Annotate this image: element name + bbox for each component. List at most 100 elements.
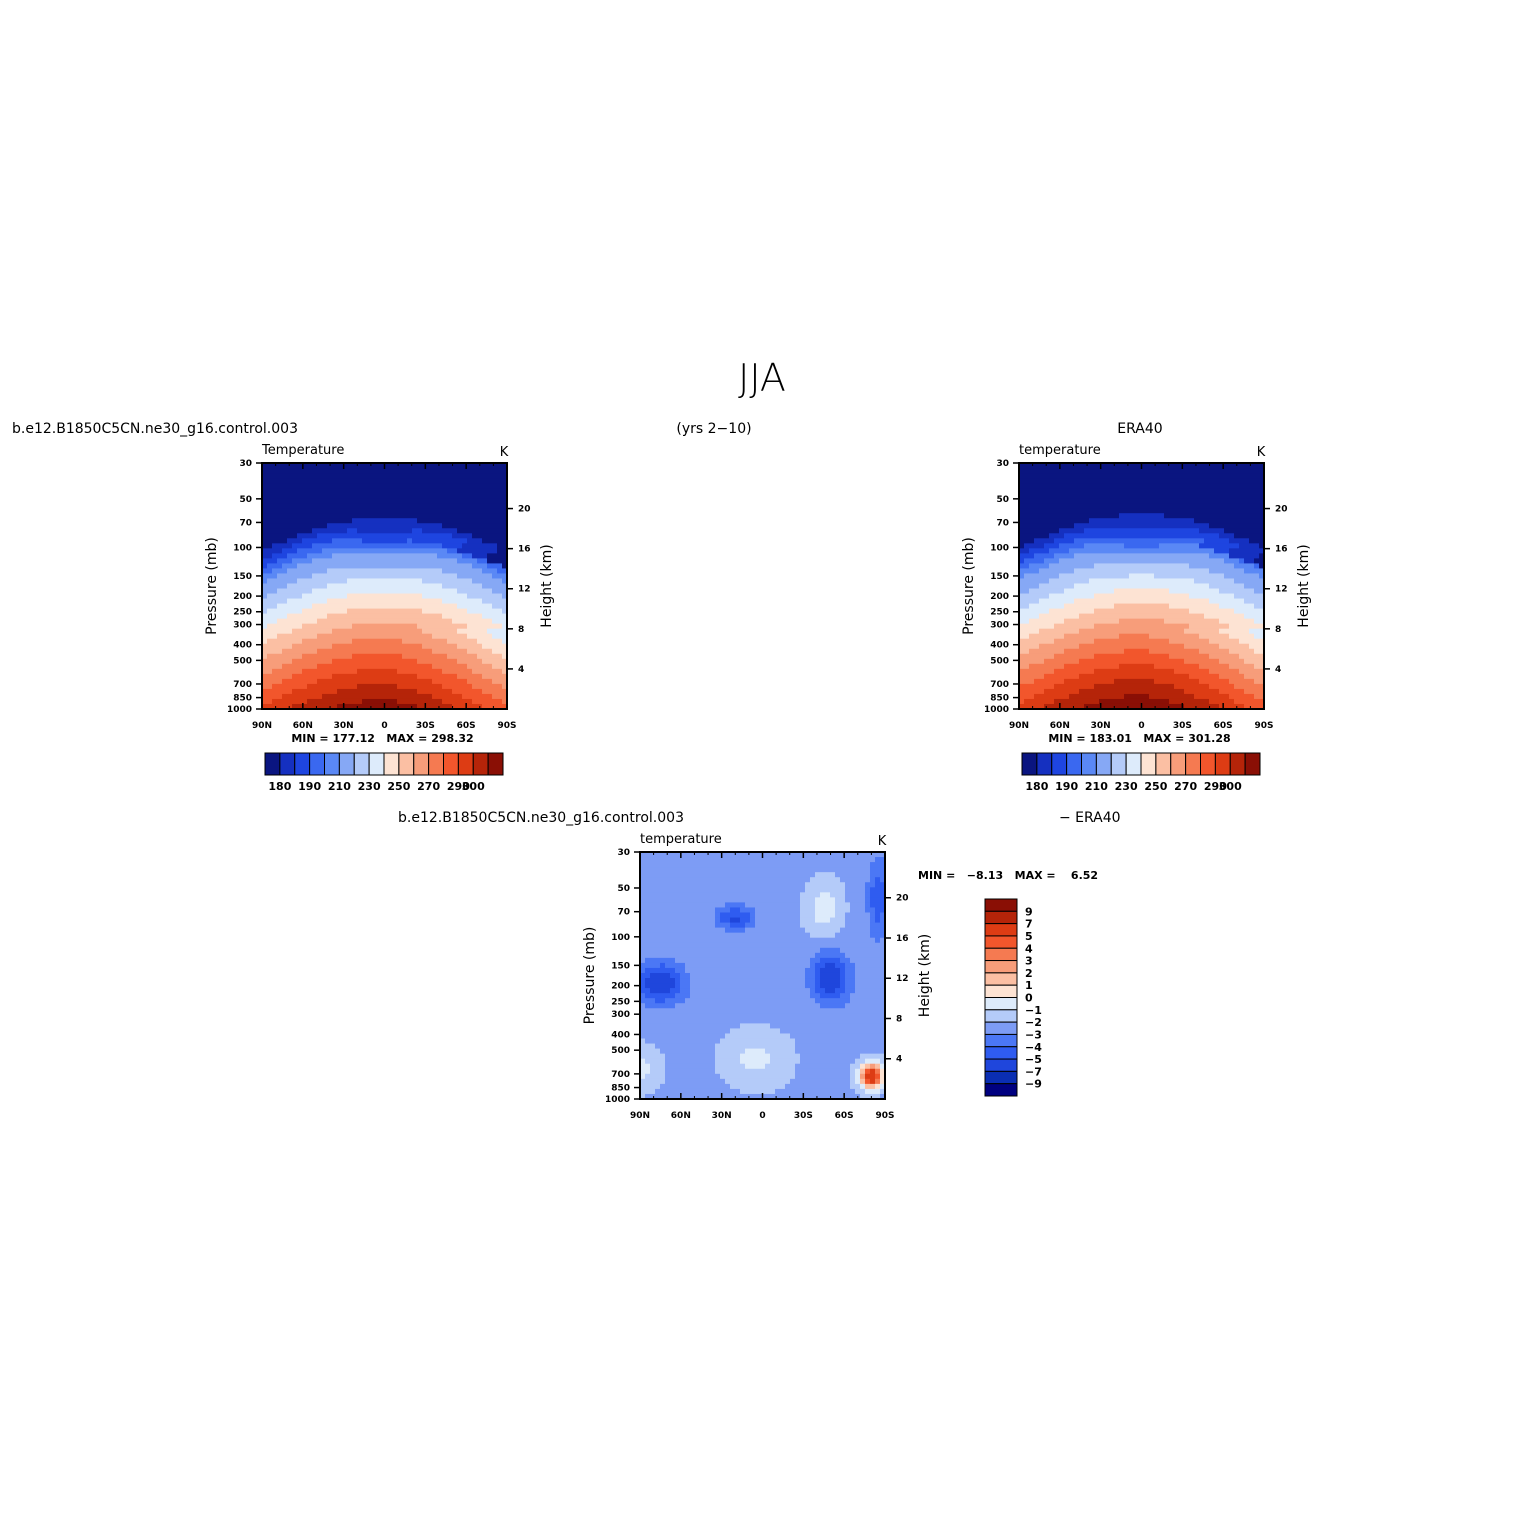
contour-cell [297, 648, 303, 655]
contour-cell [1114, 623, 1120, 630]
contour-cell [1129, 623, 1135, 630]
contour-cell [312, 533, 318, 539]
contour-cell [1124, 673, 1130, 680]
contour-cell [1114, 483, 1120, 489]
contour-cell [317, 513, 323, 519]
contour-cell [492, 463, 498, 469]
contour-cell [377, 543, 383, 549]
contour-cell [342, 638, 348, 645]
contour-cell [402, 498, 408, 504]
contour-cell [1244, 508, 1250, 514]
contour-cell [1134, 603, 1140, 610]
contour-cell [1259, 563, 1265, 570]
contour-cell [502, 608, 508, 615]
contour-cell [1214, 688, 1220, 695]
contour-cell [427, 573, 433, 580]
contour-cell [1089, 488, 1095, 494]
contour-cell [282, 523, 288, 529]
contour-cell [467, 603, 473, 610]
contour-cell [282, 648, 288, 655]
contour-cell [427, 583, 433, 590]
contour-cell [1144, 623, 1150, 630]
contour-cell [357, 633, 363, 640]
contour-cell [1164, 678, 1170, 685]
contour-cell [337, 558, 343, 565]
contour-cell [1164, 523, 1170, 529]
contour-cell [1094, 578, 1100, 585]
contour-cell [1244, 618, 1250, 625]
contour-cell [1224, 573, 1230, 580]
contour-cell [272, 648, 278, 655]
contour-cell [377, 643, 383, 650]
contour-cell [1239, 593, 1245, 600]
contour-cell [1019, 478, 1025, 484]
contour-cell [1144, 548, 1150, 554]
x-tick-label: 30S [416, 721, 435, 731]
contour-cell [1169, 533, 1175, 539]
contour-cell [1174, 518, 1180, 524]
contour-cell [1114, 573, 1120, 580]
contour-cell [292, 478, 298, 484]
contour-cell [462, 688, 468, 695]
contour-cell [1144, 663, 1150, 670]
contour-cell [282, 703, 288, 710]
contour-cell [312, 683, 318, 690]
contour-cell [332, 643, 338, 650]
contour-cell [1189, 593, 1195, 600]
contour-cell [1224, 583, 1230, 590]
contour-cell [1219, 583, 1225, 590]
contour-cell [377, 533, 383, 539]
contour-cell [477, 518, 483, 524]
contour-cell [452, 683, 458, 690]
contour-cell [1179, 508, 1185, 514]
contour-cell [442, 638, 448, 645]
contour-cell [1179, 663, 1185, 670]
contour-cell [262, 578, 268, 585]
contour-cell [387, 578, 393, 585]
contour-cell [317, 488, 323, 494]
contour-cell [1029, 698, 1035, 705]
contour-cell [277, 653, 283, 660]
contour-cell [1259, 478, 1265, 484]
contour-cell [422, 583, 428, 590]
contour-cell [1039, 498, 1045, 504]
contour-cell [1069, 648, 1075, 655]
contour-cell [1044, 688, 1050, 695]
contour-cell [1199, 563, 1205, 570]
contour-cell [292, 578, 298, 585]
contour-cell [1054, 668, 1060, 675]
contour-cell [372, 473, 378, 479]
contour-cell [452, 693, 458, 700]
contour-cell [442, 478, 448, 484]
contour-cell [387, 648, 393, 655]
contour-cell [302, 673, 308, 680]
contour-cell [487, 613, 493, 620]
contour-cell [477, 543, 483, 549]
contour-cell [282, 498, 288, 504]
contour-cell [482, 463, 488, 469]
contour-cell [1164, 518, 1170, 524]
contour-cell [472, 618, 478, 625]
contour-cell [1134, 558, 1140, 565]
contour-cell [1189, 513, 1195, 519]
contour-cell [1209, 533, 1215, 539]
contour-cell [327, 593, 333, 600]
contour-cell [332, 663, 338, 670]
contour-cell [347, 693, 353, 700]
contour-cell [352, 553, 358, 559]
contour-cell [1069, 658, 1075, 665]
contour-cell [447, 598, 453, 605]
contour-cell [1129, 598, 1135, 605]
contour-cell [1249, 638, 1255, 645]
contour-cell [1019, 593, 1025, 600]
contour-cell [402, 468, 408, 474]
contour-cell [482, 528, 488, 534]
contour-cell [392, 608, 398, 615]
contour-cell [312, 538, 318, 544]
contour-cell [367, 648, 373, 655]
contour-cell [502, 493, 508, 499]
contour-cell [1104, 693, 1110, 700]
contour-cell [282, 488, 288, 494]
contour-cell [1189, 663, 1195, 670]
contour-cell [1109, 648, 1115, 655]
